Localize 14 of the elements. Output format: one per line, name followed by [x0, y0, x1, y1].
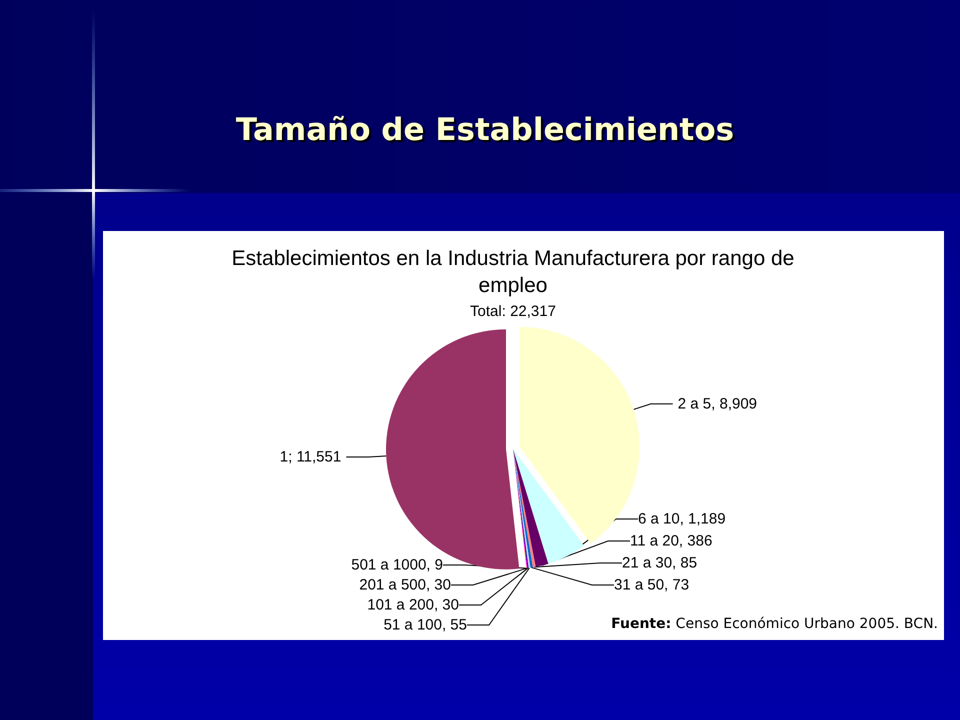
slice-label: 11 a 20, 386	[630, 532, 712, 550]
chart-subtitle: Establecimientos en la Industria Manufacturera por rango de empleo	[230, 246, 796, 299]
text: Total: 22,317	[469, 303, 557, 320]
slice-label: 51 a 100, 55	[384, 616, 467, 634]
slice-label: 31 a 50, 73	[614, 576, 690, 594]
slice-label: 6 a 10, 1,189	[638, 510, 726, 528]
slice-label: 2 a 5, 8,909	[678, 395, 758, 412]
slice-label: 101 a 200, 30	[367, 596, 459, 614]
slice-label: 201 a 500, 30	[359, 576, 451, 594]
slice-label: 1; 11,551	[280, 448, 342, 466]
chart-title: Tamaño de Establecimientos	[234, 112, 736, 148]
source-note: Fuente: Censo Económico Urbano 2005. BCN.	[611, 616, 938, 632]
slice-label: 21 a 30, 85	[622, 554, 698, 572]
slice-label: 501 a 1000, 9	[351, 556, 443, 574]
